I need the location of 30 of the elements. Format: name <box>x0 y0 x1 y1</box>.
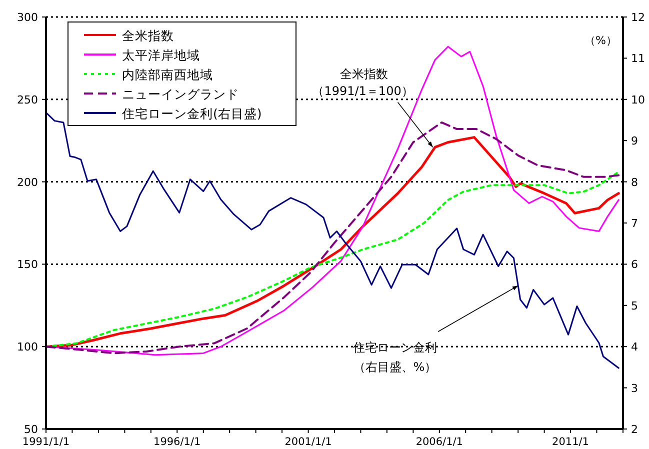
y-tick-label: 100 <box>17 340 38 354</box>
y2-tick-label: 4 <box>631 340 638 354</box>
legend-label: 住宅ローン金利(右目盛) <box>121 106 262 121</box>
legend-label: 全米指数 <box>122 28 174 43</box>
y2-tick-label: 11 <box>631 52 645 66</box>
y-tick-label: 300 <box>17 11 38 24</box>
y2-tick-label: 5 <box>631 299 638 312</box>
legend-label: ニューイングランド <box>122 86 239 102</box>
annotation: 全米指数 <box>340 67 388 81</box>
y2-tick-label: 12 <box>631 11 645 24</box>
y-tick-label: 150 <box>17 258 38 272</box>
x-tick-label: 1996/1/1 <box>154 436 201 448</box>
x-tick-label: 1991/1/1 <box>22 436 70 448</box>
x-tick-label: 2006/1/1 <box>416 436 463 448</box>
x-tick-label: 2001/1/1 <box>284 436 332 448</box>
y2-tick-label: 8 <box>631 176 638 189</box>
y-tick-label: 50 <box>24 423 38 436</box>
legend-label: 太平洋岸地域 <box>122 48 200 62</box>
y2-axis-title: （%） <box>584 34 617 47</box>
x-tick-label: 2011/1 <box>552 436 589 448</box>
y2-tick-label: 3 <box>631 382 638 395</box>
y2-tick-label: 7 <box>631 217 638 230</box>
y2-tick-label: 6 <box>631 258 638 272</box>
y2-tick-label: 10 <box>631 93 645 106</box>
legend-label: 内陸部南西地域 <box>122 67 213 82</box>
annotation: （右目盛、%） <box>353 360 437 374</box>
y2-tick-label: 9 <box>631 134 638 148</box>
y-tick-label: 200 <box>17 176 38 189</box>
y2-tick-label: 2 <box>631 423 638 436</box>
y-tick-label: 250 <box>17 93 38 106</box>
